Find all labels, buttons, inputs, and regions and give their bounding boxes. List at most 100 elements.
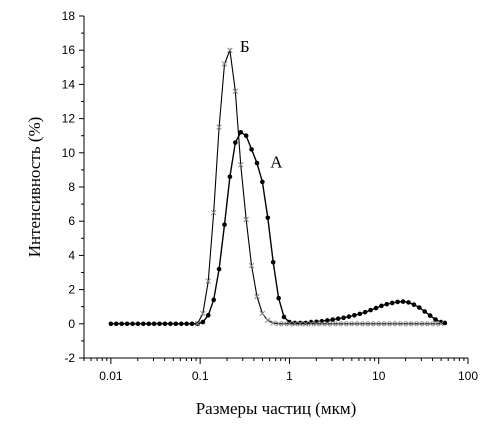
y-tick-label: 12 xyxy=(62,112,76,126)
data-point-b xyxy=(367,321,374,327)
x-tick-label: 0.01 xyxy=(99,369,123,383)
data-point-a xyxy=(135,321,141,327)
y-tick-label: 2 xyxy=(68,283,75,297)
data-point-b xyxy=(297,321,304,327)
x-axis-title: Размеры частиц (мкм) xyxy=(196,399,357,418)
data-point-a xyxy=(249,147,254,152)
data-point-a xyxy=(233,140,238,145)
data-point-a xyxy=(162,321,168,327)
data-point-b xyxy=(237,162,244,168)
y-tick-label: 10 xyxy=(62,146,76,160)
data-point-b xyxy=(248,262,255,269)
y-axis-title: Интенсивность (%) xyxy=(25,117,44,258)
y-tick-label: 4 xyxy=(68,248,75,262)
data-point-b xyxy=(221,61,228,67)
chart-axes xyxy=(83,16,468,359)
data-point-b xyxy=(416,321,423,327)
data-point-b xyxy=(319,321,325,327)
data-point-a xyxy=(265,215,271,221)
chart-series: АБ xyxy=(108,37,448,327)
data-point-a xyxy=(227,174,233,180)
data-point-a xyxy=(379,303,384,309)
y-tick-label: 0 xyxy=(68,317,75,331)
series-label-b: Б xyxy=(240,37,250,56)
data-point-b xyxy=(389,321,395,327)
y-tick-label: 6 xyxy=(68,214,75,228)
data-point-b xyxy=(394,321,401,327)
data-point-a xyxy=(113,321,119,327)
data-point-b xyxy=(351,321,358,327)
series-label-a: А xyxy=(270,152,283,171)
data-point-b xyxy=(411,321,417,327)
series-line-b xyxy=(196,48,441,325)
data-point-a xyxy=(205,312,211,318)
data-point-b xyxy=(194,321,201,327)
x-tick-label: 0.1 xyxy=(192,369,209,383)
data-point-b xyxy=(286,321,293,327)
data-point-a xyxy=(330,317,336,322)
data-point-b xyxy=(313,321,320,327)
data-point-a xyxy=(352,312,357,318)
data-point-b xyxy=(232,88,239,94)
data-point-a xyxy=(281,314,287,320)
data-point-a xyxy=(146,321,152,327)
data-point-b xyxy=(243,216,249,223)
x-tick-label: 1 xyxy=(286,369,293,383)
data-point-b xyxy=(265,317,271,324)
data-point-a xyxy=(211,297,216,303)
data-point-a xyxy=(184,321,189,327)
x-tick-label: 10 xyxy=(372,369,386,383)
data-point-b xyxy=(292,321,298,327)
data-point-a xyxy=(222,222,227,227)
data-point-a xyxy=(362,309,368,315)
data-point-a xyxy=(178,321,184,327)
data-point-b xyxy=(308,321,314,327)
data-point-a xyxy=(119,321,124,327)
data-point-a xyxy=(124,321,130,327)
data-point-b xyxy=(340,321,347,327)
data-point-b xyxy=(346,321,352,327)
data-point-a xyxy=(173,321,179,327)
data-point-b xyxy=(216,124,222,130)
data-point-b xyxy=(259,310,266,317)
data-point-a xyxy=(341,315,346,321)
data-point-b xyxy=(329,321,336,327)
data-point-a xyxy=(108,321,114,327)
data-point-b xyxy=(373,321,379,327)
data-point-a xyxy=(297,320,303,326)
data-point-a xyxy=(411,302,417,307)
y-tick-label: -2 xyxy=(64,351,75,365)
data-point-a xyxy=(157,321,162,327)
data-point-a xyxy=(200,319,206,325)
data-point-b xyxy=(210,209,217,216)
data-point-a xyxy=(189,321,195,327)
data-point-a xyxy=(357,311,363,317)
data-point-a xyxy=(384,301,390,307)
data-point-b xyxy=(357,321,363,327)
data-point-b xyxy=(438,321,444,327)
data-point-a xyxy=(168,321,173,327)
data-point-a xyxy=(141,321,146,327)
data-point-b xyxy=(384,321,390,327)
data-point-b xyxy=(302,321,309,327)
data-point-b xyxy=(400,321,406,327)
data-point-a xyxy=(400,299,406,304)
data-point-b xyxy=(421,321,428,327)
data-point-b xyxy=(324,321,331,327)
data-point-a xyxy=(216,266,222,272)
data-point-a xyxy=(346,314,352,319)
data-point-a xyxy=(373,305,379,311)
data-point-a xyxy=(427,313,433,318)
data-point-b xyxy=(205,278,212,284)
data-point-a xyxy=(260,179,265,185)
data-point-a xyxy=(389,300,395,306)
data-point-a xyxy=(254,160,260,166)
data-point-b xyxy=(227,47,233,53)
data-point-a xyxy=(442,320,448,326)
y-tick-label: 14 xyxy=(62,77,76,91)
data-point-a xyxy=(395,299,400,305)
data-point-a xyxy=(151,321,157,327)
data-point-b xyxy=(432,321,439,327)
data-point-b xyxy=(270,320,276,326)
